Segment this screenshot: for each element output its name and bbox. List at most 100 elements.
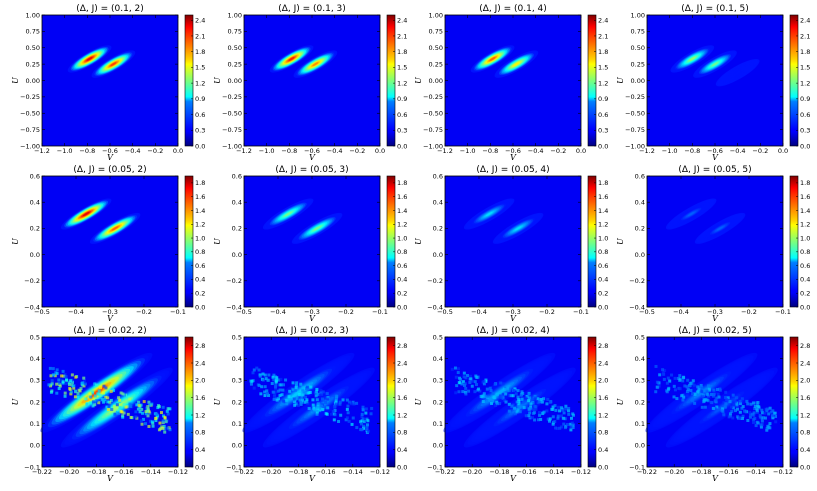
colorbar-tick-label: 1.6 bbox=[800, 193, 810, 201]
density-blob-1 bbox=[262, 198, 314, 230]
y-axis-label: U bbox=[616, 238, 625, 245]
colorbar: 0.0 0.4 0.8 1.2 1.6 2.0 2.4 2.8 bbox=[386, 336, 407, 471]
x-tick-label: 0.0 bbox=[173, 147, 183, 155]
y-tick-label: −0.4 bbox=[427, 303, 443, 311]
x-axis-label: V bbox=[309, 314, 316, 323]
density-blob-1 bbox=[269, 45, 314, 73]
colorbar-tick-label: 0.9 bbox=[598, 95, 608, 103]
x-tick-label: −0.18 bbox=[86, 468, 106, 476]
panel-title: (Δ, J) = (0.05, 4) bbox=[476, 165, 549, 175]
colorbar-tick-label: 1.2 bbox=[800, 411, 810, 419]
colorbar-tick-label: 1.6 bbox=[598, 394, 608, 402]
y-axis-label: U bbox=[11, 398, 20, 405]
colorbar-tick-label: 1.8 bbox=[195, 48, 205, 56]
y-tick-label: −0.50 bbox=[625, 110, 645, 118]
y-tick-label: −0.50 bbox=[423, 110, 443, 118]
x-tick-label: −0.22 bbox=[32, 468, 52, 476]
y-tick-label: 0.3 bbox=[635, 377, 645, 385]
colorbar-tick-label: 0.8 bbox=[195, 248, 205, 256]
y-tick-label: 0.1 bbox=[433, 420, 443, 428]
colorbar: 0.0 0.2 0.4 0.6 0.8 1.0 1.2 1.4 1.6 1.8 bbox=[184, 175, 205, 311]
density-blob-2 bbox=[694, 212, 746, 244]
y-tick-label: −0.4 bbox=[629, 303, 645, 311]
y-tick-label: 0.3 bbox=[232, 377, 242, 385]
x-tick-label: −0.16 bbox=[517, 468, 537, 476]
density-blob-1 bbox=[67, 45, 112, 73]
x-tick-label: −1.0 bbox=[259, 147, 275, 155]
x-tick-label: −1.2 bbox=[639, 147, 655, 155]
x-tick-label: −1.0 bbox=[57, 147, 73, 155]
density-blob-1 bbox=[470, 45, 515, 73]
panel-title: (Δ, J) = (0.1, 2) bbox=[76, 4, 144, 14]
y-tick-label: 0.0 bbox=[30, 251, 40, 259]
colorbar-tick-label: 0.0 bbox=[598, 303, 608, 311]
heatmap-panel-12: (Δ, J) = (0.02, 5) −0.22 −0.20 −0.18 −0.16 −0… bbox=[616, 326, 810, 483]
density-speckle bbox=[249, 366, 374, 435]
colorbar-tick-label: 1.2 bbox=[598, 411, 608, 419]
x-axis-label: V bbox=[309, 153, 316, 162]
density-blob-2 bbox=[89, 212, 141, 244]
heatmap-panel-8: (Δ, J) = (0.05, 5)−0.5 −0.4 −0.3 −0.2 −0.1−0… bbox=[616, 165, 810, 323]
x-axis-label: V bbox=[107, 153, 114, 162]
y-tick-label: 0.4 bbox=[30, 199, 40, 207]
y-tick-label: 0.4 bbox=[433, 355, 443, 363]
y-tick-label: 0.5 bbox=[30, 333, 40, 341]
colorbar-tick-label: 0.0 bbox=[800, 463, 810, 471]
y-tick-label: 0.1 bbox=[30, 420, 40, 428]
heatmap-panel-1: (Δ, J) = (0.1, 2) −1.2 −1.0 −0.8 −0.6 −0.4 −0.… bbox=[11, 4, 205, 162]
x-tick-label: −0.18 bbox=[288, 468, 308, 476]
density-blob-2 bbox=[60, 367, 173, 448]
y-tick-label: 0.75 bbox=[631, 28, 645, 36]
panel-title: (Δ, J) = (0.02, 4) bbox=[476, 326, 549, 336]
x-tick-label: −0.12 bbox=[773, 468, 793, 476]
y-tick-label: 0.25 bbox=[631, 60, 645, 68]
colorbar-tick-label: 0.8 bbox=[397, 429, 407, 437]
colorbar-tick-label: 1.8 bbox=[397, 179, 407, 187]
plot-background bbox=[647, 176, 783, 307]
colorbar-tick-label: 1.6 bbox=[397, 394, 407, 402]
colorbar-tick-label: 2.4 bbox=[195, 17, 205, 25]
plot-background bbox=[445, 176, 581, 307]
y-tick-label: −0.25 bbox=[222, 93, 242, 101]
x-tick-label: −0.6 bbox=[505, 147, 521, 155]
colorbar-tick-label: 0.4 bbox=[800, 446, 810, 454]
colorbar: 0.0 0.3 0.6 0.9 1.2 1.5 1.8 2.1 2.4 bbox=[184, 14, 205, 150]
heatmap-panel-11: (Δ, J) = (0.02, 4) −0.22 −0.20 −0.18 −0.16 −0… bbox=[414, 326, 608, 483]
y-tick-label: −1.00 bbox=[423, 142, 443, 150]
colorbar-tick-label: 1.6 bbox=[598, 193, 608, 201]
x-tick-label: −0.5 bbox=[437, 308, 453, 316]
density-blob-2 bbox=[494, 50, 539, 78]
y-tick-label: 0.4 bbox=[635, 355, 645, 363]
y-tick-label: 0.0 bbox=[433, 442, 443, 450]
colorbar-tick-label: 2.8 bbox=[598, 342, 608, 350]
x-tick-label: −0.5 bbox=[236, 308, 252, 316]
y-tick-label: 0.3 bbox=[30, 377, 40, 385]
x-tick-label: −0.8 bbox=[79, 147, 95, 155]
density-blob-2 bbox=[291, 212, 343, 244]
x-tick-label: −0.1 bbox=[372, 308, 388, 316]
colorbar: 0.0 0.3 0.6 0.9 1.2 1.5 1.8 2.1 2.4 bbox=[587, 14, 608, 150]
density-speckle bbox=[654, 364, 778, 432]
colorbar-tick-label: 2.1 bbox=[800, 32, 810, 40]
colorbar-tick-label: 0.9 bbox=[800, 95, 810, 103]
colorbar-tick-label: 1.6 bbox=[397, 193, 407, 201]
colorbar-tick-label: 2.0 bbox=[598, 377, 608, 385]
y-tick-label: −0.2 bbox=[427, 277, 443, 285]
colorbar-tick-label: 0.0 bbox=[195, 303, 205, 311]
colorbar-tick-label: 2.1 bbox=[397, 32, 407, 40]
y-tick-label: 0.0 bbox=[232, 251, 242, 259]
y-tick-label: 0.5 bbox=[433, 333, 443, 341]
colorbar-tick-label: 1.8 bbox=[800, 48, 810, 56]
y-tick-label: 0.3 bbox=[433, 377, 443, 385]
y-axis-label: U bbox=[616, 398, 625, 405]
density-blob-3 bbox=[715, 58, 760, 87]
colorbar-tick-label: 0.4 bbox=[800, 276, 810, 284]
x-tick-label: −0.20 bbox=[59, 468, 79, 476]
colorbar: 0.0 0.2 0.4 0.6 0.8 1.0 1.2 1.4 1.6 1.8 bbox=[587, 175, 608, 311]
colorbar-tick-label: 0.4 bbox=[598, 446, 608, 454]
x-axis-label: V bbox=[712, 153, 719, 162]
y-tick-label: 0.4 bbox=[433, 199, 443, 207]
heatmap-panel-3: (Δ, J) = (0.1, 4) −1.2 −1.0 −0.8 −0.6 −0.4 −0.… bbox=[414, 4, 608, 162]
colorbar-tick-label: 1.6 bbox=[800, 394, 810, 402]
x-tick-label: −0.2 bbox=[338, 308, 354, 316]
